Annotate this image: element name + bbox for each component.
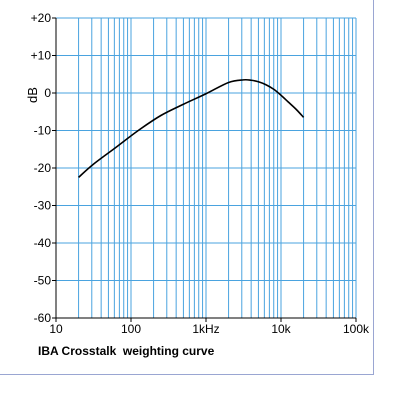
- y-axis-label: dB: [25, 87, 40, 103]
- y-tick-label: -60: [34, 311, 52, 325]
- weighting-curve-line: [78, 78, 305, 178]
- y-tick-label: +10: [31, 49, 52, 63]
- x-tick-label: 100k: [343, 322, 370, 336]
- y-tick-label: -20: [34, 161, 52, 175]
- y-tick-label: -40: [34, 236, 52, 250]
- chart-frame: +20 +10 0 -10 -20 -30 -40 -50 -60 10 100 1kHz 10k 100…: [0, 0, 374, 375]
- y-tick-label: +20: [31, 11, 52, 25]
- y-tick-label: -30: [34, 199, 52, 213]
- y-tick-label: 0: [44, 86, 51, 100]
- x-tick-label: 100: [121, 322, 141, 336]
- y-tick-label: -50: [34, 274, 52, 288]
- series-layer: [78, 78, 305, 178]
- x-tick-label: 1kHz: [192, 322, 219, 336]
- y-tick-label: -10: [34, 124, 52, 138]
- chart-caption: IBA Crosstalk weighting curve: [38, 344, 215, 358]
- axes: [52, 17, 357, 322]
- grid: [56, 18, 356, 318]
- x-tick-label: 10k: [271, 322, 291, 336]
- x-tick-label: 10: [49, 322, 63, 336]
